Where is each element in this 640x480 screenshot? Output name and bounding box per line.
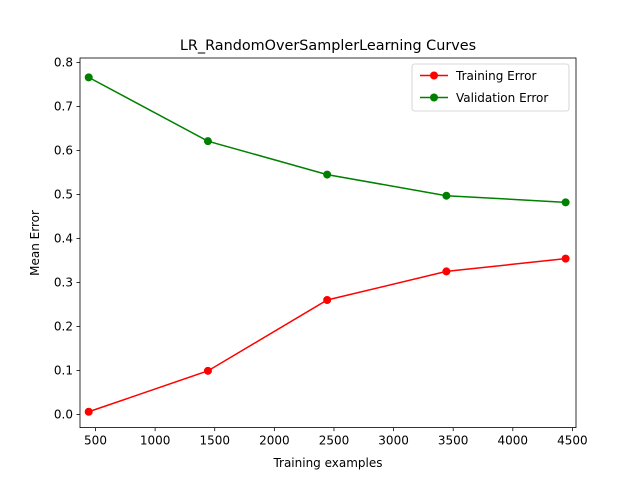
y-tick-label: 0.7 bbox=[54, 100, 73, 114]
x-tick-label: 500 bbox=[84, 434, 107, 448]
chart-title: LR_RandomOverSamplerLearning Curves bbox=[180, 38, 476, 54]
training-error-legend-label: Training Error bbox=[455, 69, 536, 83]
x-tick-label: 2500 bbox=[319, 434, 350, 448]
validation-error-legend-label: Validation Error bbox=[456, 91, 548, 105]
training-error-point bbox=[323, 296, 332, 304]
x-tick-label: 1000 bbox=[140, 434, 171, 448]
validation-error-point bbox=[323, 170, 332, 179]
training-error-point bbox=[84, 407, 93, 416]
legend-box bbox=[411, 63, 570, 112]
plot-area bbox=[84, 73, 570, 416]
validation-error-legend-marker bbox=[430, 93, 438, 102]
validation-error-point bbox=[442, 191, 451, 200]
legend: Training Error Validation Error bbox=[411, 63, 570, 112]
y-tick-label: 0.8 bbox=[54, 56, 73, 70]
x-axis: 500 1000 1500 2000 2500 3000 3500 4000 4500 bbox=[84, 427, 588, 448]
training-error-legend-marker bbox=[430, 71, 438, 80]
y-tick-label: 0.1 bbox=[54, 364, 73, 378]
validation-error-point bbox=[561, 198, 570, 207]
x-tick-label: 3000 bbox=[378, 434, 409, 448]
training-error-line bbox=[88, 257, 566, 413]
x-tick-label: 4000 bbox=[498, 434, 529, 448]
x-tick-label: 4500 bbox=[557, 434, 588, 448]
y-tick-label: 0.4 bbox=[54, 232, 73, 246]
validation-error-point bbox=[203, 137, 212, 146]
axes-frame bbox=[79, 57, 577, 429]
training-error-point bbox=[442, 267, 451, 276]
x-axis-label: Training examples bbox=[272, 456, 382, 470]
y-tick-label: 0.5 bbox=[54, 188, 73, 202]
y-axis-label: Mean Error bbox=[28, 210, 42, 276]
y-tick-label: 0.6 bbox=[54, 144, 73, 158]
x-tick-label: 2000 bbox=[259, 434, 290, 448]
training-error-point bbox=[561, 254, 570, 263]
training-error-point bbox=[203, 366, 212, 375]
validation-error-point bbox=[84, 73, 93, 82]
y-tick-label: 0.3 bbox=[54, 276, 73, 290]
y-tick-label: 0.0 bbox=[54, 408, 73, 422]
y-tick-label: 0.2 bbox=[54, 320, 73, 334]
x-tick-label: 3500 bbox=[438, 434, 469, 448]
x-tick-label: 1500 bbox=[199, 434, 230, 448]
y-axis: 0.0 0.1 0.2 0.3 0.4 0.5 0.6 0.7 0.8 bbox=[54, 56, 80, 422]
